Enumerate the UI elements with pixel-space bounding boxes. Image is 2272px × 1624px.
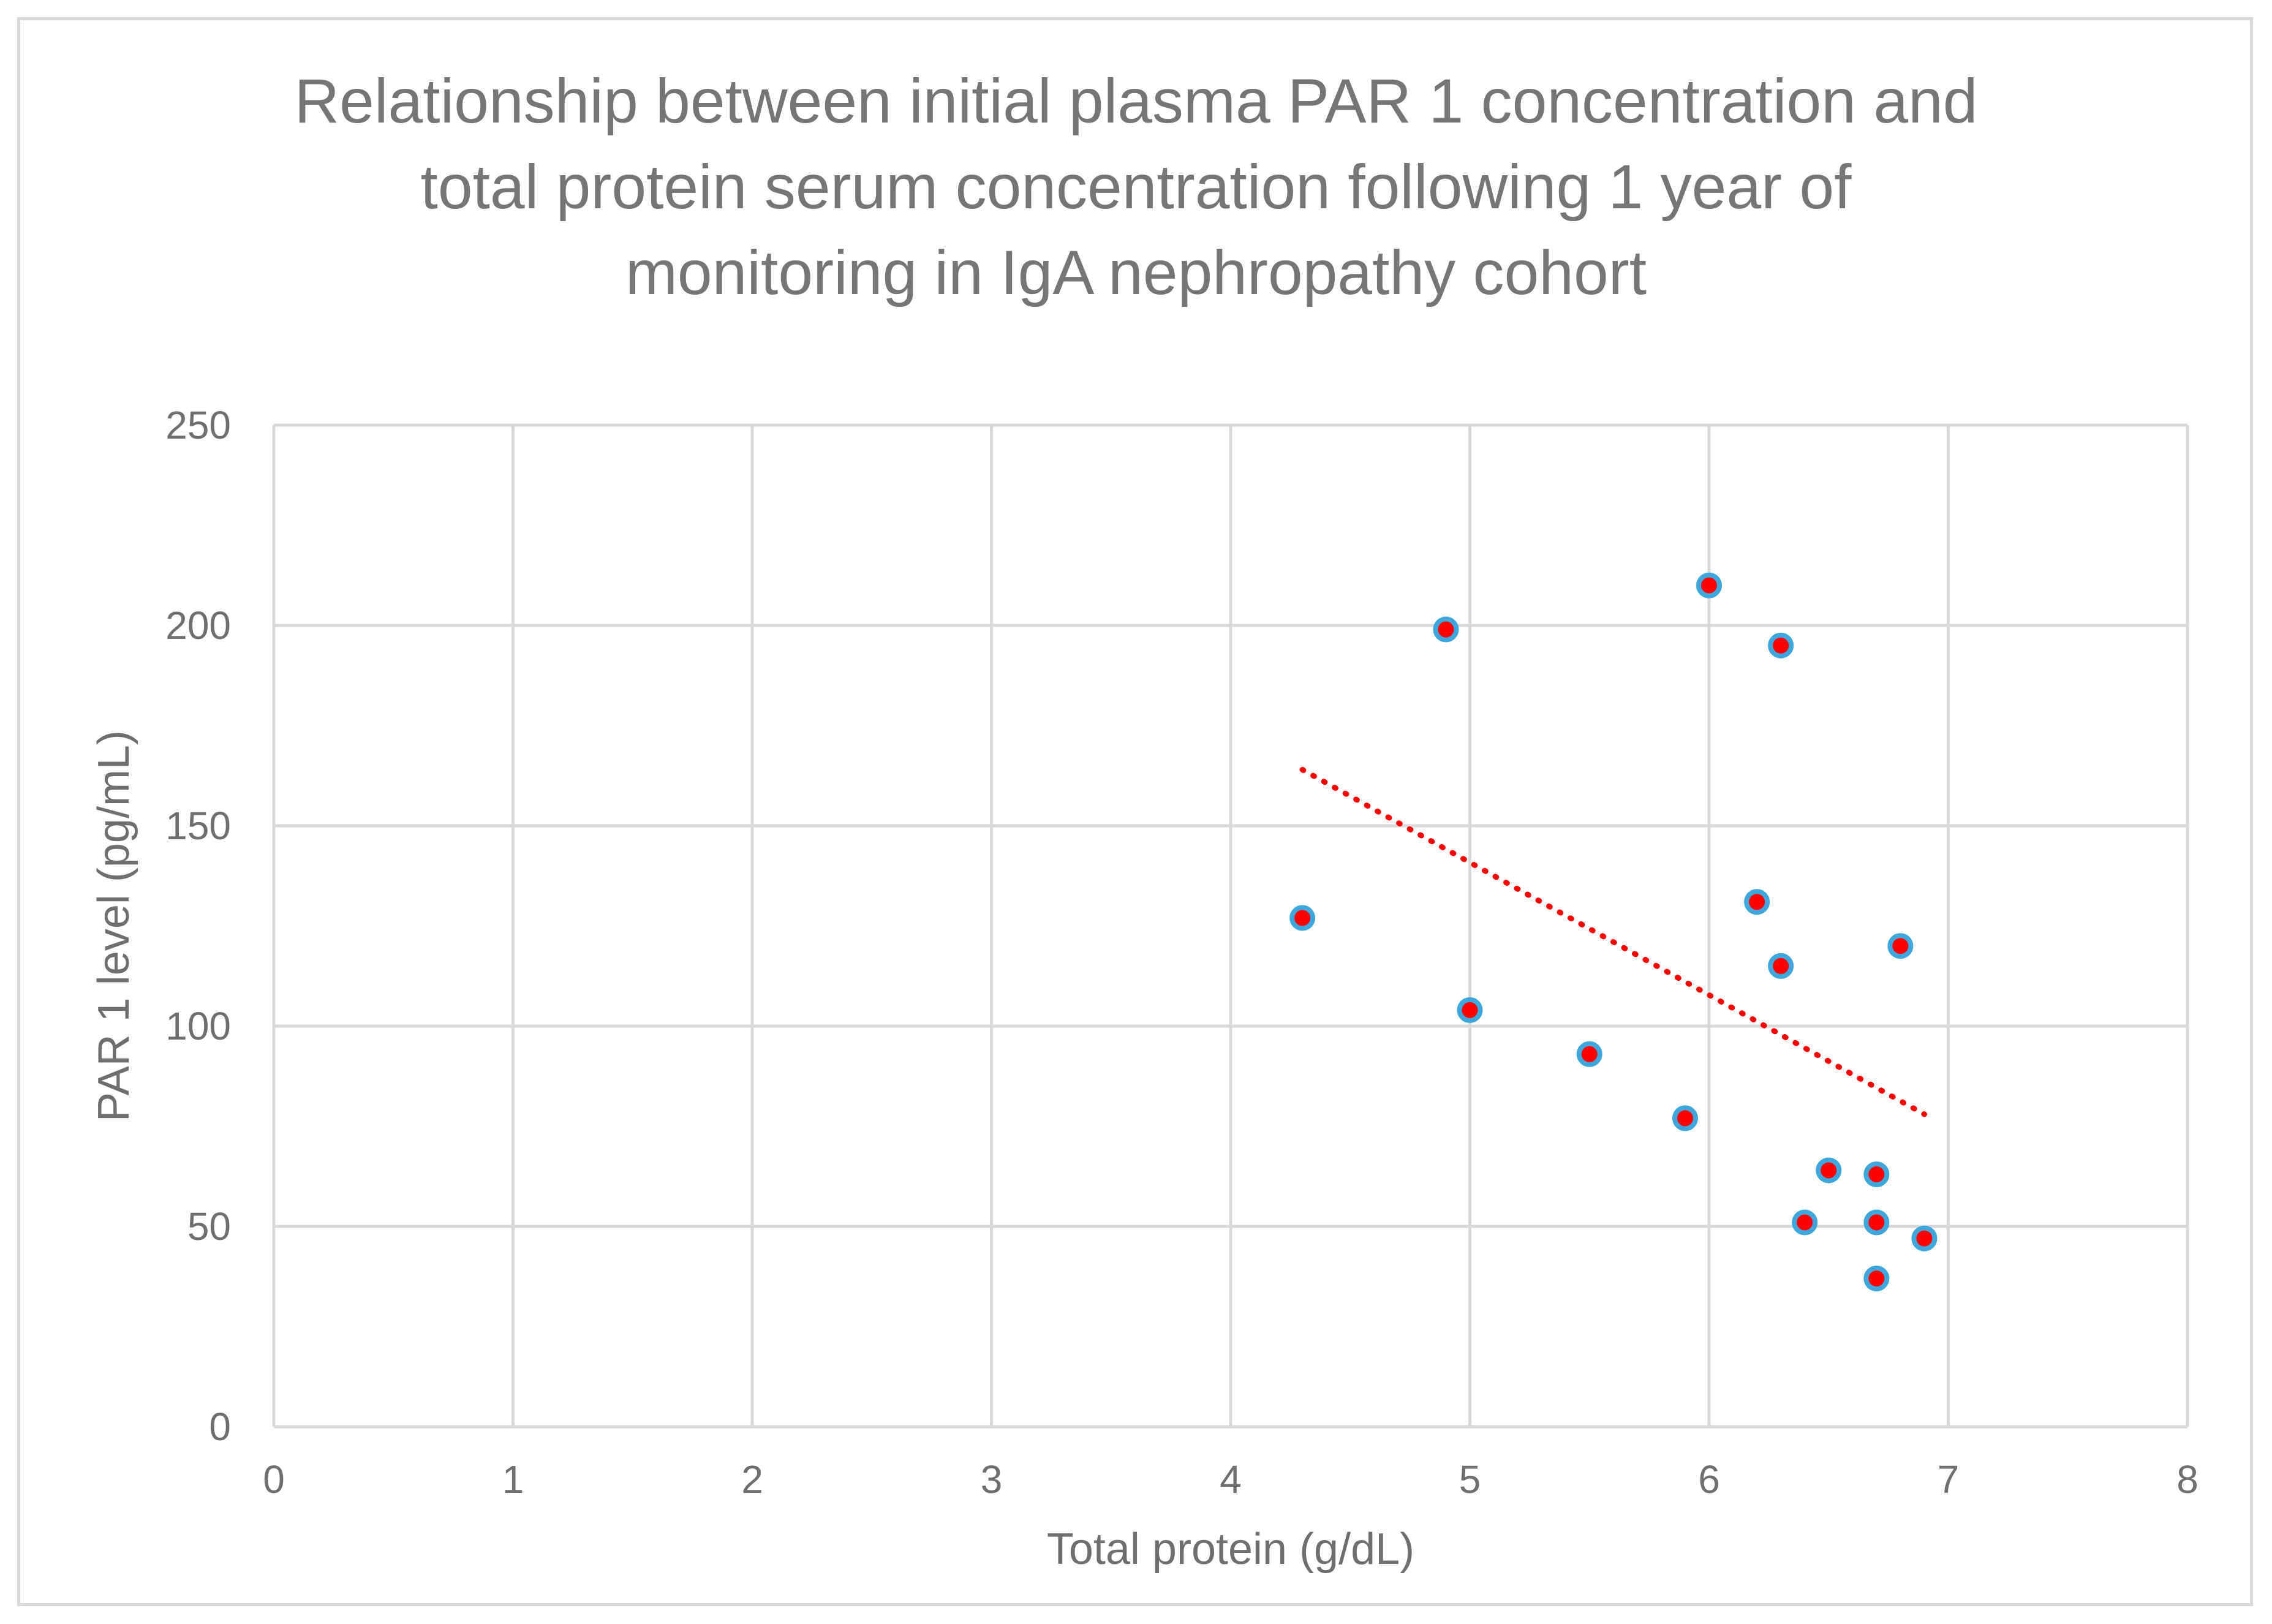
- x-tick-label: 4: [1220, 1457, 1242, 1501]
- data-point: [1576, 1041, 1602, 1067]
- y-tick-label: 50: [187, 1204, 231, 1248]
- chart-title: Relationship between initial plasma PAR …: [0, 58, 2272, 315]
- data-point: [1911, 1225, 1938, 1252]
- gridlines: [272, 423, 2189, 1429]
- y-tick-label: 0: [209, 1405, 231, 1449]
- y-axis-title: PAR 1 level (pg/mL): [89, 730, 138, 1122]
- chart-frame: [17, 17, 2253, 1606]
- data-point: [1768, 632, 1794, 659]
- data-point: [1792, 1209, 1818, 1236]
- data-point: [1433, 616, 1459, 643]
- chart-title-line-3: monitoring in IgA nephropathy cohort: [625, 238, 1647, 308]
- data-point: [1696, 572, 1722, 599]
- y-tick-label: 250: [165, 403, 231, 447]
- data-point: [1816, 1157, 1842, 1184]
- data-point: [1768, 953, 1794, 979]
- data-points: [1289, 572, 1938, 1292]
- x-tick-label: 1: [502, 1457, 524, 1501]
- x-tick-label: 3: [981, 1457, 1003, 1501]
- data-point: [1744, 889, 1770, 915]
- y-tick-label: 150: [165, 804, 231, 848]
- chart-title-line-1: Relationship between initial plasma PAR …: [294, 66, 1978, 136]
- y-tick-label: 200: [165, 603, 231, 648]
- x-tick-label: 0: [263, 1457, 285, 1501]
- x-axis-title: Total protein (g/dL): [1047, 1525, 1414, 1574]
- x-tick-label: 8: [2176, 1457, 2198, 1501]
- x-tick-label: 2: [741, 1457, 763, 1501]
- y-tick-label: 100: [165, 1004, 231, 1048]
- x-tick-label: 7: [1938, 1457, 1960, 1501]
- data-point: [1863, 1161, 1890, 1187]
- y-tick-labels: 0 50 100 150 200 250: [165, 403, 231, 1449]
- x-tick-labels: 0 1 2 3 4 5 6 7 8: [263, 1457, 2198, 1501]
- data-point: [1289, 905, 1316, 931]
- data-point: [1457, 997, 1483, 1023]
- x-tick-label: 6: [1698, 1457, 1720, 1501]
- data-point: [1672, 1105, 1698, 1131]
- x-tick-label: 5: [1459, 1457, 1481, 1501]
- trendline: [1299, 766, 1927, 1117]
- data-point: [1887, 933, 1914, 959]
- chart-title-line-2: total protein serum concentration follow…: [420, 152, 1852, 222]
- data-point: [1863, 1266, 1890, 1292]
- data-point: [1863, 1209, 1890, 1236]
